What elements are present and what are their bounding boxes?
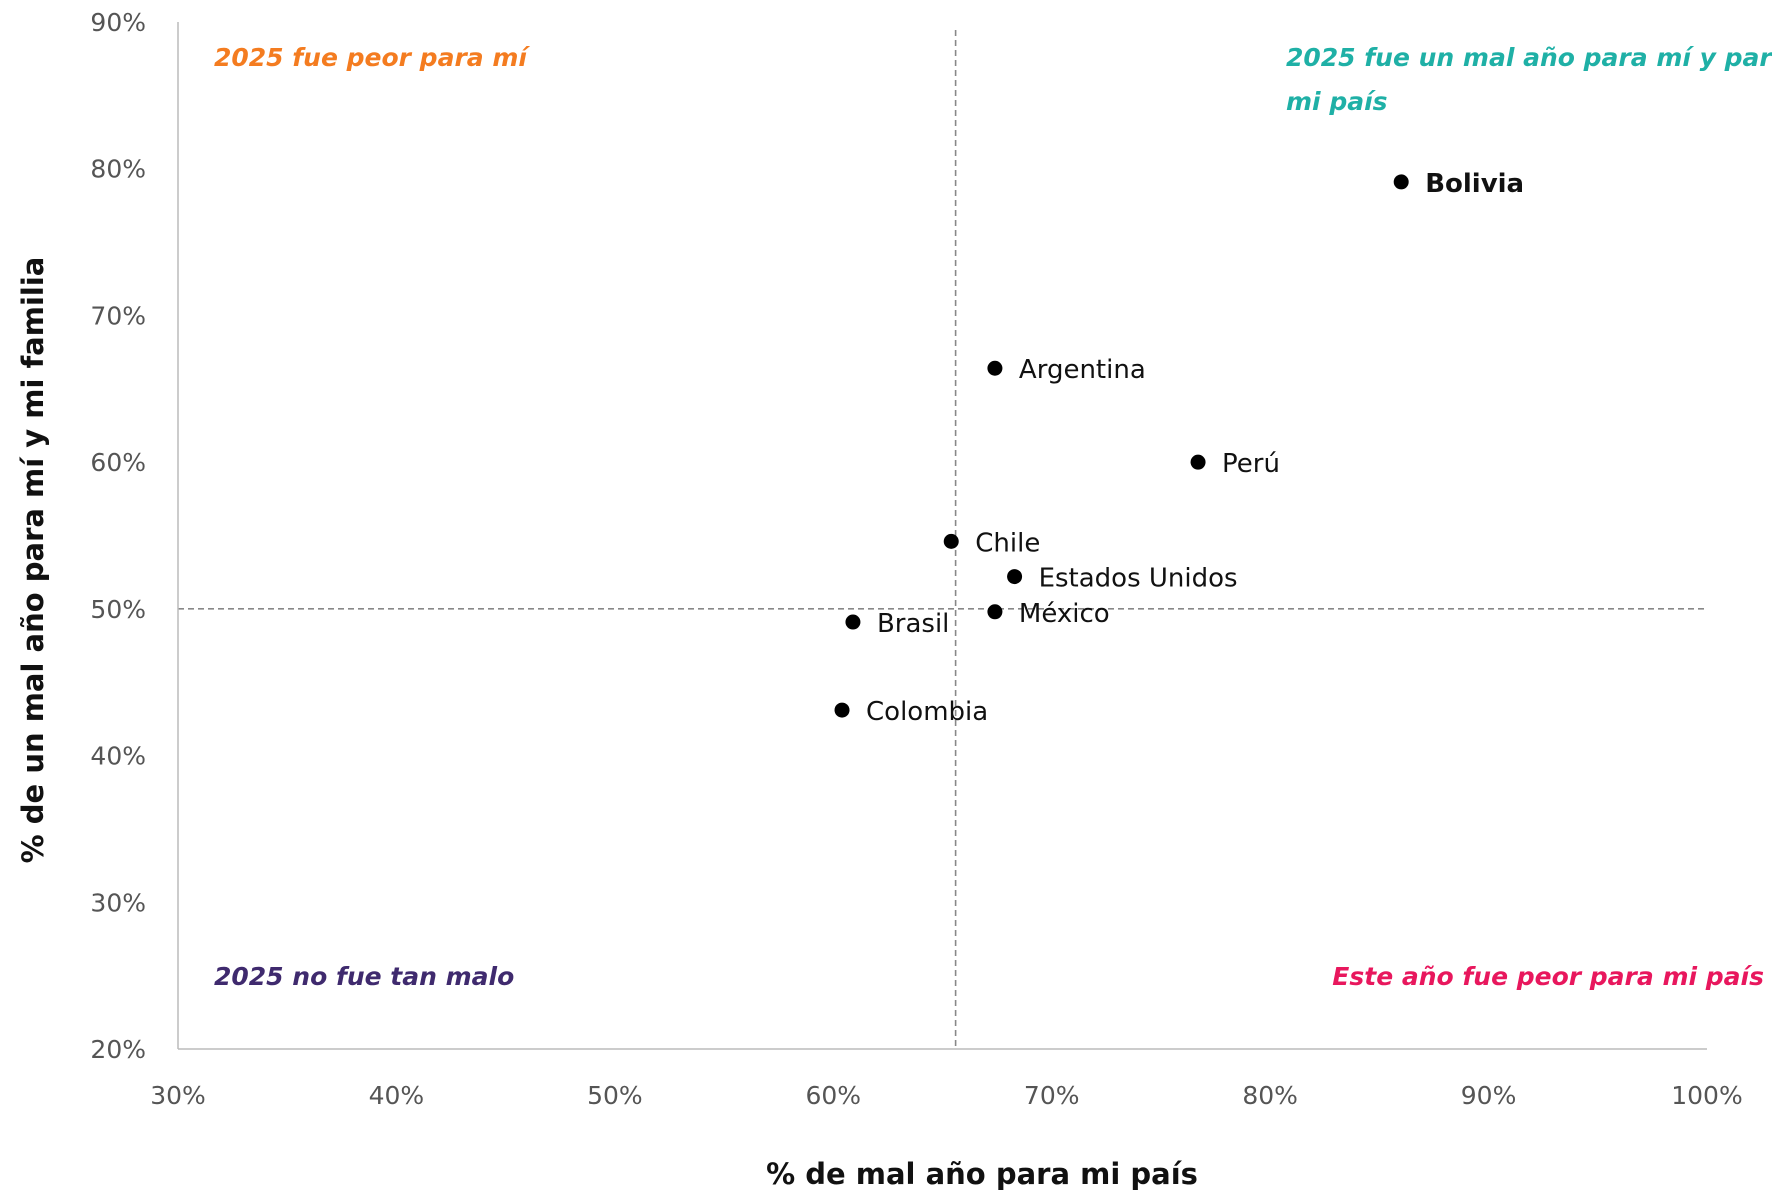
data-point-label: México: [1019, 599, 1110, 629]
quadrant-label-top-right-line2: mi país: [1286, 87, 1388, 116]
y-tick-labels: 20% 30% 40% 50% 60% 70% 80% 90%: [90, 8, 146, 1064]
reference-lines: [178, 30, 1707, 1049]
y-tick-label: 20%: [90, 1035, 146, 1064]
data-point-label: Estados Unidos: [1039, 564, 1238, 594]
data-point: [1190, 454, 1206, 470]
x-tick-label: 30%: [150, 1081, 206, 1110]
x-tick-label: 40%: [369, 1081, 425, 1110]
y-tick-label: 60%: [90, 448, 146, 477]
data-point: [834, 702, 850, 718]
data-point-label: Colombia: [866, 697, 988, 727]
x-tick-label: 80%: [1242, 1081, 1298, 1110]
x-tick-label: 50%: [587, 1081, 643, 1110]
y-tick-label: 40%: [90, 742, 146, 771]
x-tick-labels: 30% 40% 50% 60% 70% 80% 90% 100%: [150, 1081, 1743, 1110]
y-tick-label: 50%: [90, 595, 146, 624]
data-point: [1007, 569, 1023, 585]
data-points: Bolivia Argentina Perú Chile Estados Unidos M…: [834, 169, 1524, 727]
y-tick-label: 80%: [90, 155, 146, 184]
y-tick-label: 70%: [90, 301, 146, 330]
x-tick-label: 60%: [805, 1081, 861, 1110]
data-point-label: Bolivia: [1425, 169, 1524, 199]
y-axis-title: % de un mal año para mí y mi familia: [16, 257, 50, 864]
data-point-label: Perú: [1222, 449, 1280, 479]
quadrant-label-bottom-right: Este año fue peor para mi país: [1332, 962, 1764, 991]
data-point: [845, 614, 861, 630]
data-point: [943, 533, 959, 549]
axes: [177, 22, 1707, 1050]
data-point: [987, 360, 1003, 376]
quadrant-label-bottom-left: 2025 no fue tan malo: [214, 962, 514, 991]
data-point-label: Chile: [975, 528, 1040, 558]
quadrant-label-top-right-line1: 2025 fue un mal año para mí y para: [1286, 43, 1772, 72]
quadrant-label-top-left: 2025 fue peor para mí: [214, 43, 530, 72]
data-point-label: Brasil: [877, 609, 949, 639]
y-tick-label: 90%: [90, 8, 146, 37]
data-point: [1393, 174, 1409, 190]
x-tick-label: 90%: [1461, 1081, 1517, 1110]
data-point: [987, 604, 1003, 620]
x-axis-title: % de mal año para mi país: [766, 1157, 1198, 1191]
x-tick-label: 100%: [1671, 1081, 1742, 1110]
y-tick-label: 30%: [90, 888, 146, 917]
data-point-label: Argentina: [1019, 355, 1146, 385]
x-tick-label: 70%: [1024, 1081, 1080, 1110]
